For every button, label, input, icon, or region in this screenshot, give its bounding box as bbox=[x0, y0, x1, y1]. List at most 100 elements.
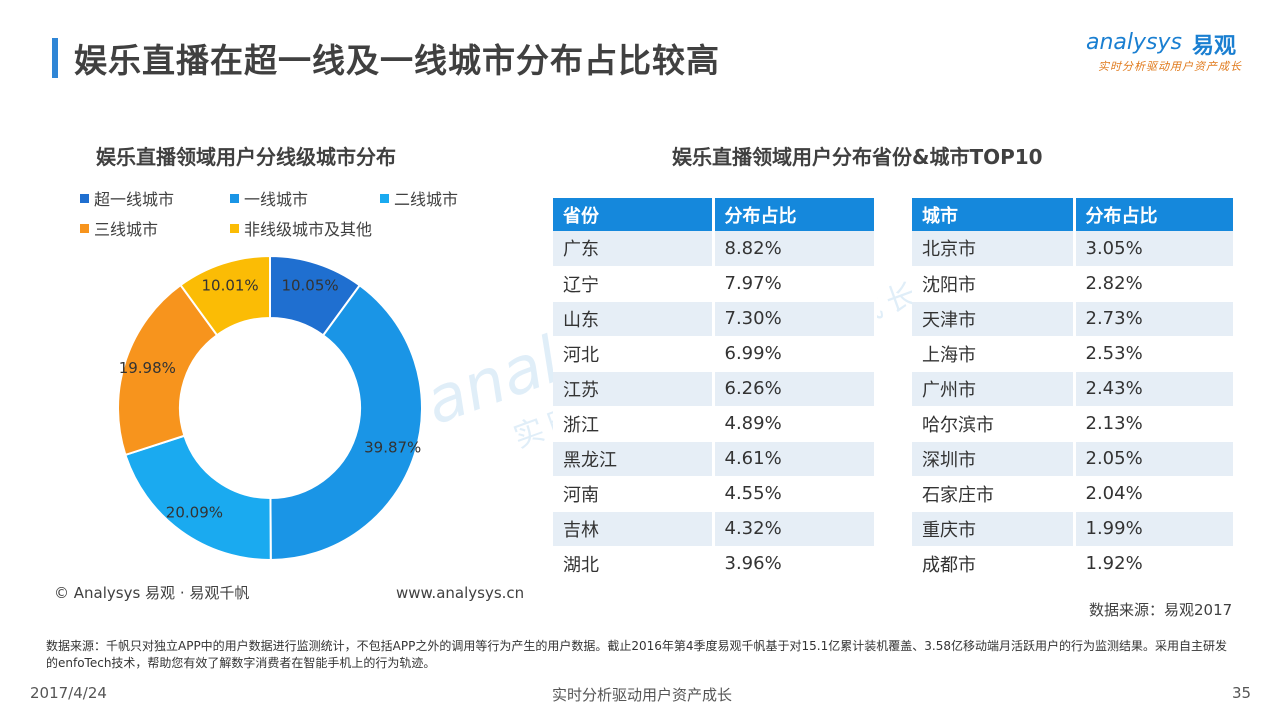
city-row: 上海市 2.53% bbox=[912, 336, 1236, 372]
legend-swatch bbox=[80, 223, 89, 233]
city-name-cell: 成都市 bbox=[912, 546, 1076, 582]
city-share-cell: 2.04% bbox=[1074, 476, 1236, 512]
donut-chart: 10.05% 39.87% 20.09% 19.98% 10.01% bbox=[117, 254, 423, 562]
donut-slice bbox=[124, 434, 272, 561]
city-share-cell: 3.05% bbox=[1074, 231, 1236, 267]
city-row: 重庆市 1.99% bbox=[912, 511, 1236, 547]
province-row: 黑龙江 4.61% bbox=[553, 441, 877, 477]
city-name-cell: 重庆市 bbox=[912, 511, 1076, 547]
city-name-cell: 石家庄市 bbox=[912, 476, 1076, 512]
legend-label: 非线级城市及其他 bbox=[244, 220, 373, 239]
website-link[interactable]: www.analysys.cn bbox=[396, 584, 525, 602]
province-table: 省份 分布占比 广东 8.82% 辽宁 7.97% 山东 7.30% 河北 6.99% 江苏 6.… bbox=[553, 198, 877, 582]
province-share-cell: 4.32% bbox=[713, 511, 877, 547]
legend-label: 二线城市 bbox=[394, 190, 459, 209]
slice-data-label: 19.98% bbox=[119, 359, 176, 377]
city-share-cell: 2.82% bbox=[1074, 266, 1236, 302]
province-share-cell: 4.89% bbox=[713, 406, 877, 442]
logo-cn-text: 易观 bbox=[1192, 34, 1237, 59]
legend-item: 超一线城市 bbox=[80, 186, 174, 210]
city-share-cell: 1.99% bbox=[1074, 511, 1236, 547]
city-row: 深圳市 2.05% bbox=[912, 441, 1236, 477]
city-table-header: 城市 分布占比 bbox=[912, 198, 1236, 231]
legend-swatch bbox=[380, 193, 389, 203]
legend-item: 三线城市 bbox=[80, 216, 158, 240]
city-share-cell: 2.05% bbox=[1074, 441, 1236, 477]
slice-data-label: 39.87% bbox=[364, 439, 421, 457]
slice-data-label: 20.09% bbox=[166, 504, 223, 522]
city-share-cell: 1.92% bbox=[1074, 546, 1236, 582]
province-name-cell: 辽宁 bbox=[553, 266, 715, 302]
chart-legend: 超一线城市 一线城市 二线城市三线城市 非线级城市及其他 bbox=[80, 186, 500, 242]
slice-data-label: 10.05% bbox=[281, 276, 338, 294]
province-share-cell: 6.99% bbox=[713, 336, 877, 372]
province-name-cell: 广东 bbox=[553, 231, 715, 267]
methodology-note: 数据来源：千帆只对独立APP中的用户数据进行监测统计，不包括APP之外的调用等行… bbox=[46, 639, 1227, 670]
legend-swatch bbox=[80, 193, 89, 203]
logo-slogan: 实时分析驱动用户资产成长 bbox=[1098, 60, 1242, 73]
city-row: 广州市 2.43% bbox=[912, 371, 1236, 407]
city-header-share: 分布占比 bbox=[1074, 198, 1236, 231]
province-name-cell: 黑龙江 bbox=[553, 441, 715, 477]
logo-wordmark: analysys bbox=[1086, 30, 1182, 55]
province-name-cell: 河南 bbox=[553, 476, 715, 512]
copyright-text: © Analysys 易观 · 易观千帆 bbox=[54, 584, 250, 602]
city-name-cell: 哈尔滨市 bbox=[912, 406, 1076, 442]
province-share-cell: 4.61% bbox=[713, 441, 877, 477]
city-row: 北京市 3.05% bbox=[912, 231, 1236, 267]
province-header-share: 分布占比 bbox=[713, 198, 877, 231]
data-source: 数据来源：易观2017 bbox=[1089, 601, 1233, 619]
legend-swatch bbox=[230, 193, 239, 203]
page-title: 娱乐直播在超一线及一线城市分布占比较高 bbox=[74, 41, 720, 80]
province-row: 河南 4.55% bbox=[553, 476, 877, 512]
city-row: 天津市 2.73% bbox=[912, 301, 1236, 337]
province-share-cell: 8.82% bbox=[713, 231, 877, 267]
city-row: 哈尔滨市 2.13% bbox=[912, 406, 1236, 442]
province-row: 广东 8.82% bbox=[553, 231, 877, 267]
legend-item: 一线城市 bbox=[230, 186, 308, 210]
legend-label: 一线城市 bbox=[244, 190, 309, 209]
title-accent-bar bbox=[52, 38, 58, 78]
city-share-cell: 2.13% bbox=[1074, 406, 1236, 442]
city-share-cell: 2.73% bbox=[1074, 301, 1236, 337]
city-table: 城市 分布占比 北京市 3.05% 沈阳市 2.82% 天津市 2.73% 上海市 2.53%… bbox=[912, 198, 1236, 582]
province-share-cell: 7.30% bbox=[713, 301, 877, 337]
province-name-cell: 山东 bbox=[553, 301, 715, 337]
province-row: 河北 6.99% bbox=[553, 336, 877, 372]
province-row: 浙江 4.89% bbox=[553, 406, 877, 442]
slice-data-label: 10.01% bbox=[201, 276, 258, 294]
legend-swatch bbox=[230, 223, 239, 233]
province-row: 江苏 6.26% bbox=[553, 371, 877, 407]
legend-label: 三线城市 bbox=[94, 220, 159, 239]
province-share-cell: 3.96% bbox=[713, 546, 877, 582]
analysys-logo: analysys 易观 实时分析驱动用户资产成长 bbox=[1086, 30, 1246, 74]
province-name-cell: 江苏 bbox=[553, 371, 715, 407]
city-name-cell: 北京市 bbox=[912, 231, 1076, 267]
city-name-cell: 上海市 bbox=[912, 336, 1076, 372]
province-row: 吉林 4.32% bbox=[553, 511, 877, 547]
donut-chart-title: 娱乐直播领域用户分线级城市分布 bbox=[96, 145, 396, 169]
province-name-cell: 湖北 bbox=[553, 546, 715, 582]
footer-slogan: 实时分析驱动用户资产成长 bbox=[552, 686, 733, 704]
province-name-cell: 吉林 bbox=[553, 511, 715, 547]
province-name-cell: 浙江 bbox=[553, 406, 715, 442]
legend-item: 非线级城市及其他 bbox=[230, 216, 372, 240]
city-name-cell: 沈阳市 bbox=[912, 266, 1076, 302]
province-share-cell: 4.55% bbox=[713, 476, 877, 512]
donut-slice bbox=[269, 283, 423, 562]
donut-slice bbox=[179, 254, 271, 337]
city-row: 成都市 1.92% bbox=[912, 546, 1236, 582]
province-row: 湖北 3.96% bbox=[553, 546, 877, 582]
legend-item: 二线城市 bbox=[380, 186, 458, 210]
province-name-cell: 河北 bbox=[553, 336, 715, 372]
city-share-cell: 2.53% bbox=[1074, 336, 1236, 372]
province-share-cell: 6.26% bbox=[713, 371, 877, 407]
legend-label: 超一线城市 bbox=[94, 190, 175, 209]
city-name-cell: 深圳市 bbox=[912, 441, 1076, 477]
province-header-name: 省份 bbox=[553, 198, 715, 231]
city-row: 石家庄市 2.04% bbox=[912, 476, 1236, 512]
province-share-cell: 7.97% bbox=[713, 266, 877, 302]
page-number: 35 bbox=[1232, 684, 1252, 702]
province-table-header: 省份 分布占比 bbox=[553, 198, 877, 231]
city-row: 沈阳市 2.82% bbox=[912, 266, 1236, 302]
